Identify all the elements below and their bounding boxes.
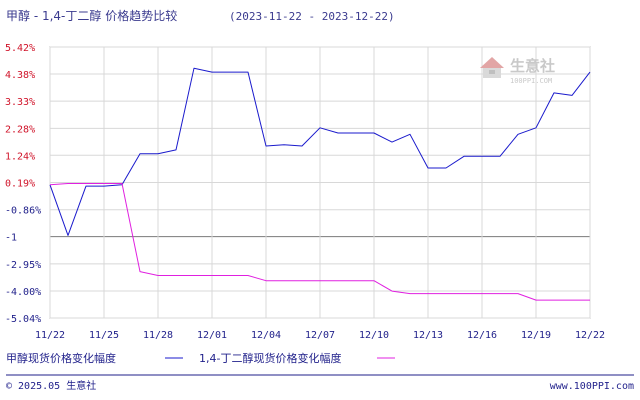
x-tick-label: 12/22 xyxy=(575,330,605,341)
y-tick-label: 1.24% xyxy=(5,151,35,162)
y-tick-label: -5.04% xyxy=(5,314,41,325)
x-tick-label: 11/22 xyxy=(35,330,65,341)
x-tick-label: 11/25 xyxy=(89,330,119,341)
x-tick-label: 12/19 xyxy=(521,330,551,341)
y-tick-label: -0.86% xyxy=(5,206,41,217)
x-axis-ticks: 11/22 11/25 11/28 12/01 12/04 12/07 12/10 12/13… xyxy=(35,330,605,341)
y-tick-label: -1 xyxy=(5,233,17,244)
y-tick-label: 3.33% xyxy=(5,97,35,108)
series-line-methanol xyxy=(49,67,591,236)
x-tick-label: 12/04 xyxy=(251,330,281,341)
series-line-butanediol xyxy=(49,183,590,301)
grid-lines xyxy=(49,46,591,319)
x-tick-label: 12/13 xyxy=(413,330,443,341)
x-tick-label: 12/10 xyxy=(359,330,389,341)
y-tick-label: -2.95% xyxy=(5,260,41,271)
y-tick-label: 4.38% xyxy=(5,70,35,81)
watermark-logo: 生意社 100PPI.COM xyxy=(480,57,555,85)
watermark-site: 100PPI.COM xyxy=(510,77,552,85)
footer-copyright: © 2025.05 生意社 xyxy=(6,379,96,392)
y-tick-label: 2.28% xyxy=(5,124,35,135)
x-tick-label: 12/01 xyxy=(197,330,227,341)
x-tick-label: 11/28 xyxy=(143,330,173,341)
legend: 甲醇现货价格变化幅度 1,4-丁二醇现货价格变化幅度 xyxy=(6,351,395,365)
y-tick-label: -4.00% xyxy=(5,287,41,298)
y-tick-label: 5.42% xyxy=(5,43,35,54)
legend-label-butanediol: 1,4-丁二醇现货价格变化幅度 xyxy=(199,351,341,365)
house-logo-icon xyxy=(480,57,504,78)
x-tick-label: 12/07 xyxy=(305,330,335,341)
footer-url[interactable]: www.100PPI.com xyxy=(550,381,634,392)
x-tick-label: 12/16 xyxy=(467,330,497,341)
y-axis-ticks: 5.42% 4.38% 3.33% 2.28% 1.24% 0.19% -0.86% -1 -2… xyxy=(5,43,41,325)
series-lines xyxy=(49,67,591,301)
y-tick-label: 0.19% xyxy=(5,179,35,190)
watermark-brand: 生意社 xyxy=(510,57,555,75)
legend-label-methanol: 甲醇现货价格变化幅度 xyxy=(6,351,116,365)
chart-title: 甲醇 - 1,4-丁二醇 价格趋势比较 xyxy=(6,8,177,23)
chart-date-range: (2023-11-22 - 2023-12-22) xyxy=(229,10,395,23)
